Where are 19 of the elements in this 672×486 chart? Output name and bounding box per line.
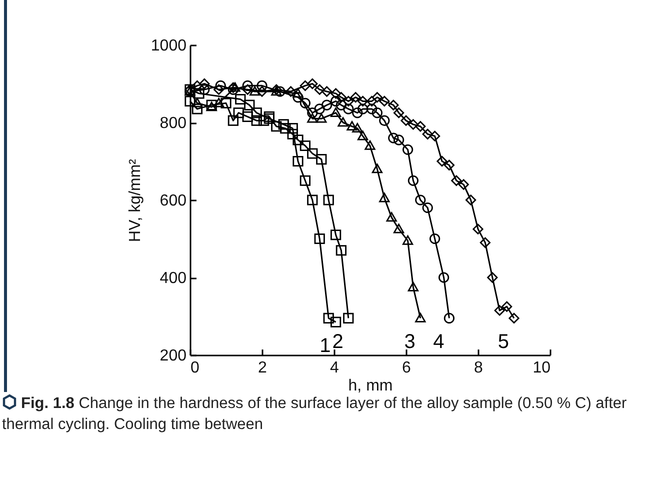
- y-tick-label: 600: [160, 192, 187, 210]
- y-tick-label: 1000: [150, 38, 187, 54]
- series-label: 5: [498, 331, 509, 354]
- x-tick-label: 2: [258, 360, 268, 376]
- x-tick-label: 4: [330, 360, 340, 376]
- series-label: 3: [404, 331, 416, 354]
- y-tick-label: 800: [160, 115, 187, 132]
- series-label: 2: [332, 331, 344, 354]
- y-tick-label: 200: [160, 348, 187, 364]
- x-axis-title: h, mm: [348, 378, 393, 394]
- x-tick-label: 8: [474, 360, 484, 376]
- y-axis-title: HV, kg/mm²: [126, 158, 144, 242]
- x-tick-label: 0: [190, 360, 200, 376]
- series-label: 1: [320, 335, 331, 358]
- caption: Fig. 1.8 Change in the hardness of the surface layer of the alloy sample (0.50 % C) after thermal cycling. Cooling time between: [2, 394, 628, 435]
- y-tick-label: 400: [160, 270, 187, 287]
- series-label: 4: [433, 331, 444, 354]
- x-tick-label: 6: [402, 360, 412, 376]
- x-tick-label: 10: [532, 360, 551, 376]
